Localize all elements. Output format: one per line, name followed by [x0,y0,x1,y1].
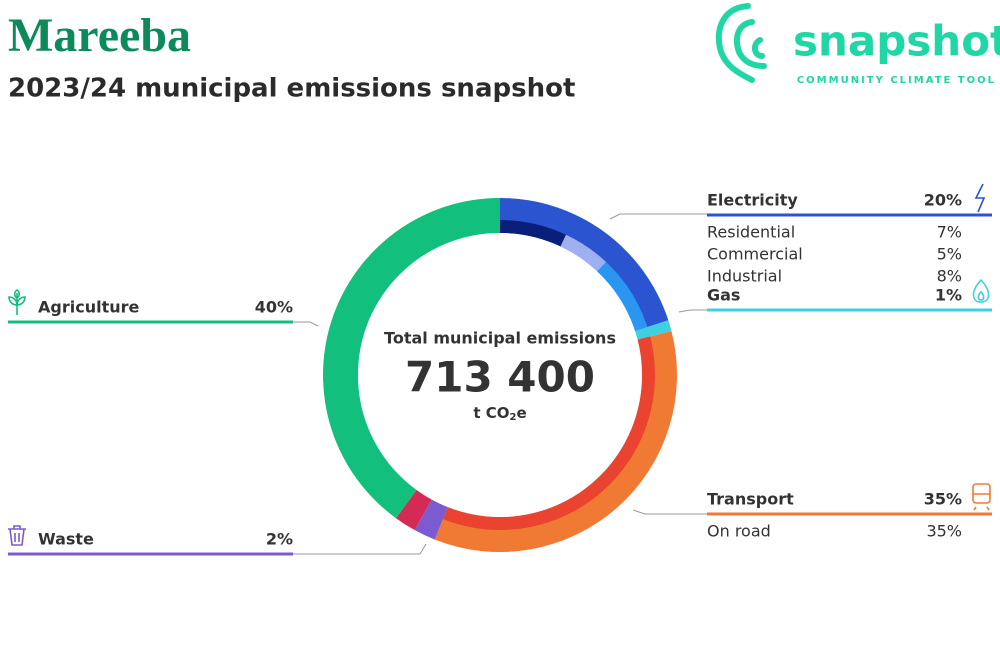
electricity-icon [974,183,986,213]
unit-part: t CO [473,404,509,422]
subsector-name: Industrial [707,267,782,286]
subsector-name: Residential [707,223,795,242]
subsector-value: 5% [937,245,962,264]
center-unit: t CO2e [473,404,526,424]
donut-segment [414,499,448,540]
sector-name: Agriculture [38,298,140,317]
title: Mareeba [8,9,191,62]
donut-subsegment [442,336,655,530]
unit-subscript: 2 [510,412,517,423]
leader-line [678,309,707,313]
subsector-name: Commercial [707,245,803,264]
donut-subsegment [560,234,607,272]
sector-value: 2% [266,530,293,549]
subsector-value: 35% [926,522,962,541]
subsector-value: 8% [937,267,962,286]
sector-value: 1% [935,286,962,305]
logo-mark [733,19,767,69]
logo [715,3,767,83]
logo-name: snapshot [793,17,1000,66]
gas-icon [972,278,990,303]
leader-line [293,543,427,555]
center-total: 713 400 [405,353,595,402]
unit-part: e [516,404,526,422]
leader-line [632,509,707,515]
waste-icon [8,525,26,546]
donut-segment [395,489,432,531]
sector-value: 20% [924,191,962,210]
sector-value: 40% [255,298,293,317]
logo-mark [715,3,755,83]
sector-name: Transport [707,490,794,509]
donut-segment [434,330,677,552]
sector-name: Waste [38,530,94,549]
sector-name: Electricity [707,191,798,210]
donut [323,198,677,552]
donut-hole [358,233,642,517]
center-label: Total municipal emissions [384,329,616,348]
subsector-name: On road [707,522,771,541]
subsector-value: 7% [937,223,962,242]
donut-segment [323,198,500,519]
donut-subsegment [597,262,648,332]
donut-subsegment [500,220,566,247]
transport-icon [972,483,991,511]
leader-line [293,321,319,327]
logo-mark [752,37,765,59]
logo-tagline: COMMUNITY CLIMATE TOOL [797,75,996,86]
agriculture-icon [8,289,26,315]
sector-name: Gas [707,286,740,305]
subtitle: 2023/24 municipal emissions snapshot [8,74,575,104]
sector-value: 35% [924,490,962,509]
donut-segment [635,320,672,340]
leader-line [609,213,707,220]
